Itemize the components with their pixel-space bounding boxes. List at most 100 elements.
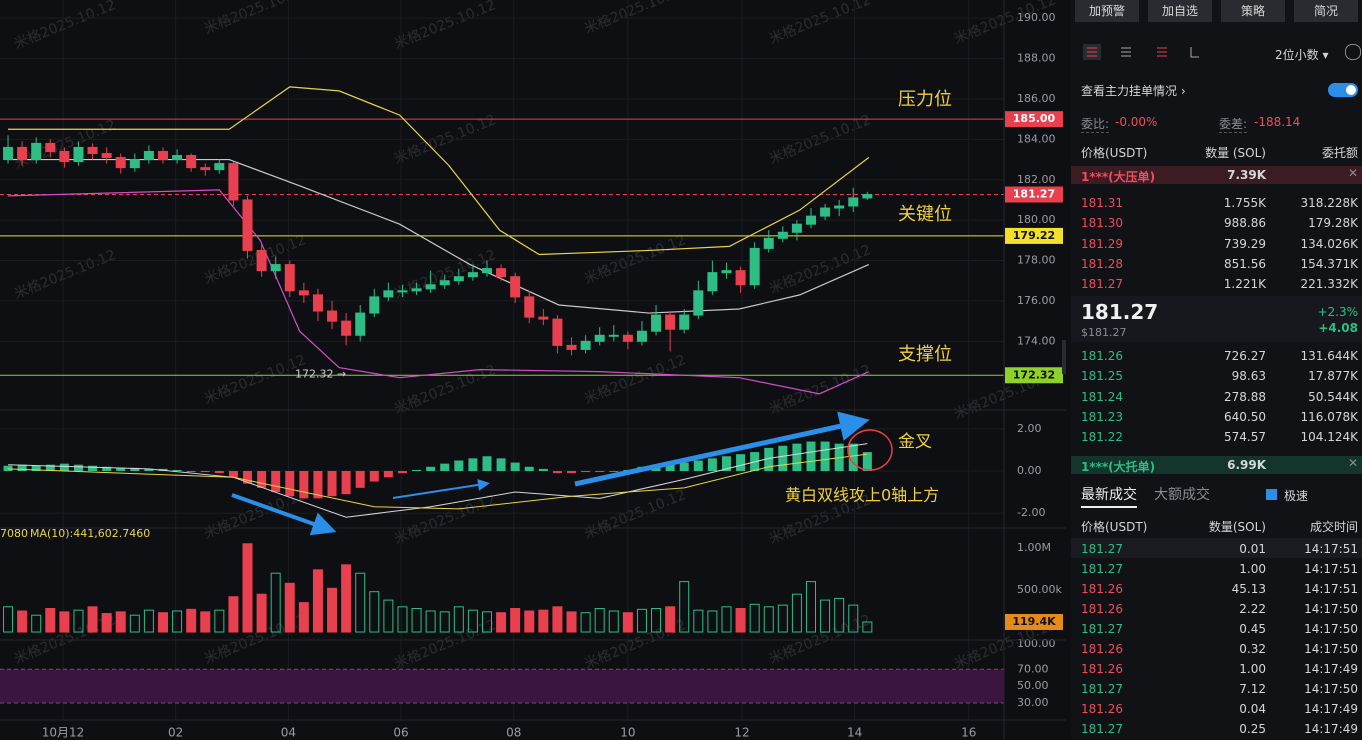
candle-body	[369, 296, 380, 314]
header: 成交时间	[1309, 520, 1358, 534]
macd-bar	[862, 452, 872, 471]
macd-bar	[764, 447, 774, 471]
volume-bar	[552, 606, 563, 633]
macd-bar	[144, 468, 154, 471]
y-tick-label: -2.00	[1017, 506, 1045, 519]
volume-bar	[425, 610, 436, 633]
candle-body	[622, 334, 633, 342]
close[interactable]: ✕	[1347, 456, 1358, 470]
y-tick-label: 2.00	[1017, 422, 1042, 435]
y-tick-label: 500.00k	[1017, 583, 1062, 596]
macd-bar	[721, 456, 731, 471]
volume-bar	[524, 610, 535, 633]
cell: 278.88	[1224, 389, 1266, 404]
decimals[interactable]: 2位小数 ▾	[1275, 48, 1329, 62]
cell: 181.23	[1081, 409, 1123, 424]
cell: 1.221K	[1223, 277, 1266, 292]
splitter[interactable]	[1062, 340, 1066, 374]
toggle[interactable]	[1328, 83, 1358, 97]
volume-bar	[777, 604, 788, 633]
cell: 154.371K	[1300, 256, 1359, 271]
macd-bar	[172, 469, 182, 471]
y-tick-label: 186.00	[1017, 92, 1056, 105]
macd-bar	[454, 460, 464, 471]
volume-bar	[735, 607, 746, 633]
trade-highlight	[1071, 538, 1362, 558]
macd-bar	[510, 462, 520, 471]
macd-bar	[355, 470, 365, 488]
icon	[1190, 47, 1199, 58]
main-orders[interactable]: 查看主力挂单情况 ›	[1081, 84, 1186, 98]
toolbar-button[interactable]: 加预警	[1075, 0, 1139, 22]
low-arrow: →	[337, 367, 346, 380]
cell: 131.644K	[1300, 349, 1359, 363]
x-tick-label: 14	[847, 726, 862, 740]
settings-icon[interactable]	[1345, 44, 1361, 60]
y-tick-label: 70.00	[1017, 662, 1049, 675]
diff: -188.14	[1254, 115, 1301, 129]
candle-body	[608, 334, 619, 337]
cell: 7.12	[1239, 682, 1266, 696]
macd-bar	[327, 470, 337, 497]
cell: 181.26	[1081, 349, 1123, 363]
indicator-line	[8, 443, 868, 518]
macd-bar	[383, 470, 393, 478]
cell: 181.26	[1081, 702, 1123, 716]
cell: 14:17:50	[1304, 642, 1358, 656]
volume-bar	[87, 606, 98, 633]
toolbar-button[interactable]: 加自选	[1148, 0, 1212, 22]
volume-bar	[481, 611, 492, 633]
candle-body	[87, 146, 98, 154]
candle-body	[552, 318, 563, 346]
volume-tag-label: 119.4K	[1012, 615, 1056, 628]
macd-bar	[496, 458, 506, 471]
icons	[1083, 44, 1199, 60]
toolbar-button[interactable]: 简况	[1294, 0, 1358, 22]
candle-body	[862, 193, 873, 199]
cell: 181.26	[1081, 642, 1123, 656]
macd-bar	[31, 465, 41, 471]
big-ask-value: 7.39K	[1227, 168, 1266, 182]
annotation: 支撑位	[898, 344, 952, 365]
macd-bar	[200, 470, 210, 473]
tab[interactable]: 大额成交	[1154, 487, 1210, 503]
main-orders-label: 查看主力挂单情况	[1081, 84, 1178, 98]
y-tick-label: 176.00	[1017, 294, 1056, 307]
checkbox[interactable]	[1266, 489, 1277, 500]
close[interactable]: ✕	[1347, 166, 1358, 180]
candle-body	[143, 150, 154, 161]
icon	[1157, 47, 1167, 57]
candle-body	[383, 290, 394, 298]
macd-bar	[482, 456, 492, 471]
annotation: 金叉	[898, 432, 932, 452]
cell: 179.28K	[1308, 216, 1358, 231]
candle-body	[749, 247, 760, 286]
cell: 0.01	[1239, 542, 1266, 556]
toolbar-button[interactable]: 策略	[1221, 0, 1285, 22]
big-bid-row	[1071, 456, 1362, 474]
candle-body	[763, 237, 774, 249]
y-tick-label: 178.00	[1017, 254, 1056, 267]
tab-active[interactable]: 最新成交	[1081, 487, 1137, 503]
cell: 988.86	[1224, 216, 1266, 231]
candle-body	[397, 290, 408, 293]
volume-bar	[496, 612, 507, 633]
volume-bar	[721, 606, 732, 633]
candle-body	[214, 163, 225, 171]
x-tick-label: 10月12	[42, 726, 85, 740]
change: +4.08	[1318, 321, 1358, 335]
macd-bar	[581, 470, 591, 473]
x-tick-label: 12	[734, 726, 749, 740]
low-marker: 172.32	[295, 367, 334, 380]
macd-bar	[468, 458, 478, 471]
macd-bar	[116, 467, 126, 471]
view-icons[interactable]	[1083, 44, 1253, 60]
cell: 116.078K	[1300, 409, 1359, 424]
volume-bar	[622, 612, 633, 633]
volume-bar	[17, 610, 28, 633]
arrow	[231, 493, 337, 536]
arrow	[392, 478, 490, 499]
volume-bar	[791, 593, 802, 633]
x-tick-label: 16	[961, 726, 976, 740]
candle-body	[3, 146, 14, 161]
